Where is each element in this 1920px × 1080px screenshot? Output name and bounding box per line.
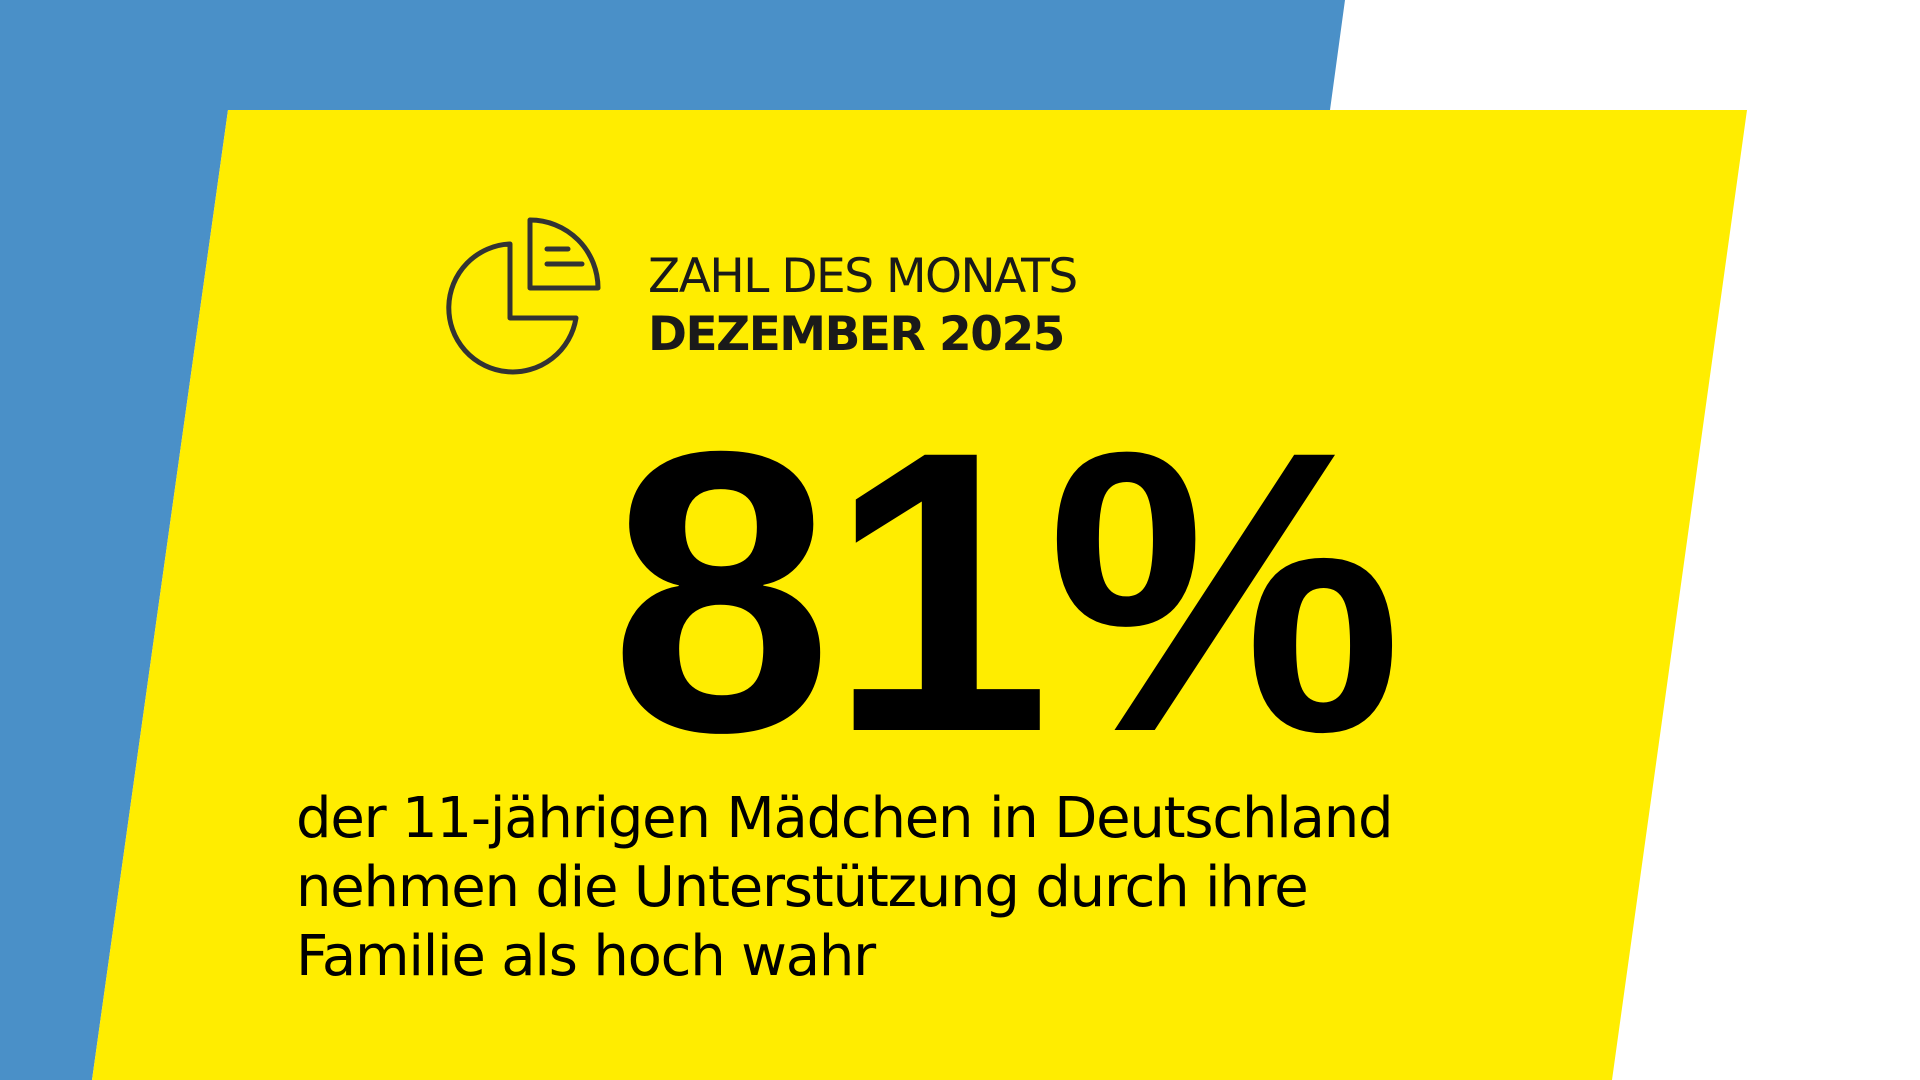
blue-background-shape [0,0,1345,1080]
description-line-2: nehmen die Unterstützung durch ihre [296,855,1309,920]
yellow-banner-shape [92,110,1747,1080]
header-date: DEZEMBER 2025 [648,307,1065,362]
headline-percentage: 81% [610,368,1403,815]
description-line-1: der 11-jährigen Mädchen in Deutschland [296,786,1394,851]
header-text: ZAHL DES MONATS DEZEMBER 2025 [648,248,1078,364]
description-line-3: Familie als hoch wahr [296,924,876,989]
description-text: der 11-jährigen Mädchen in Deutschland n… [296,784,1394,991]
pie-chart-icon [446,217,601,375]
header-title: ZAHL DES MONATS [648,249,1078,304]
